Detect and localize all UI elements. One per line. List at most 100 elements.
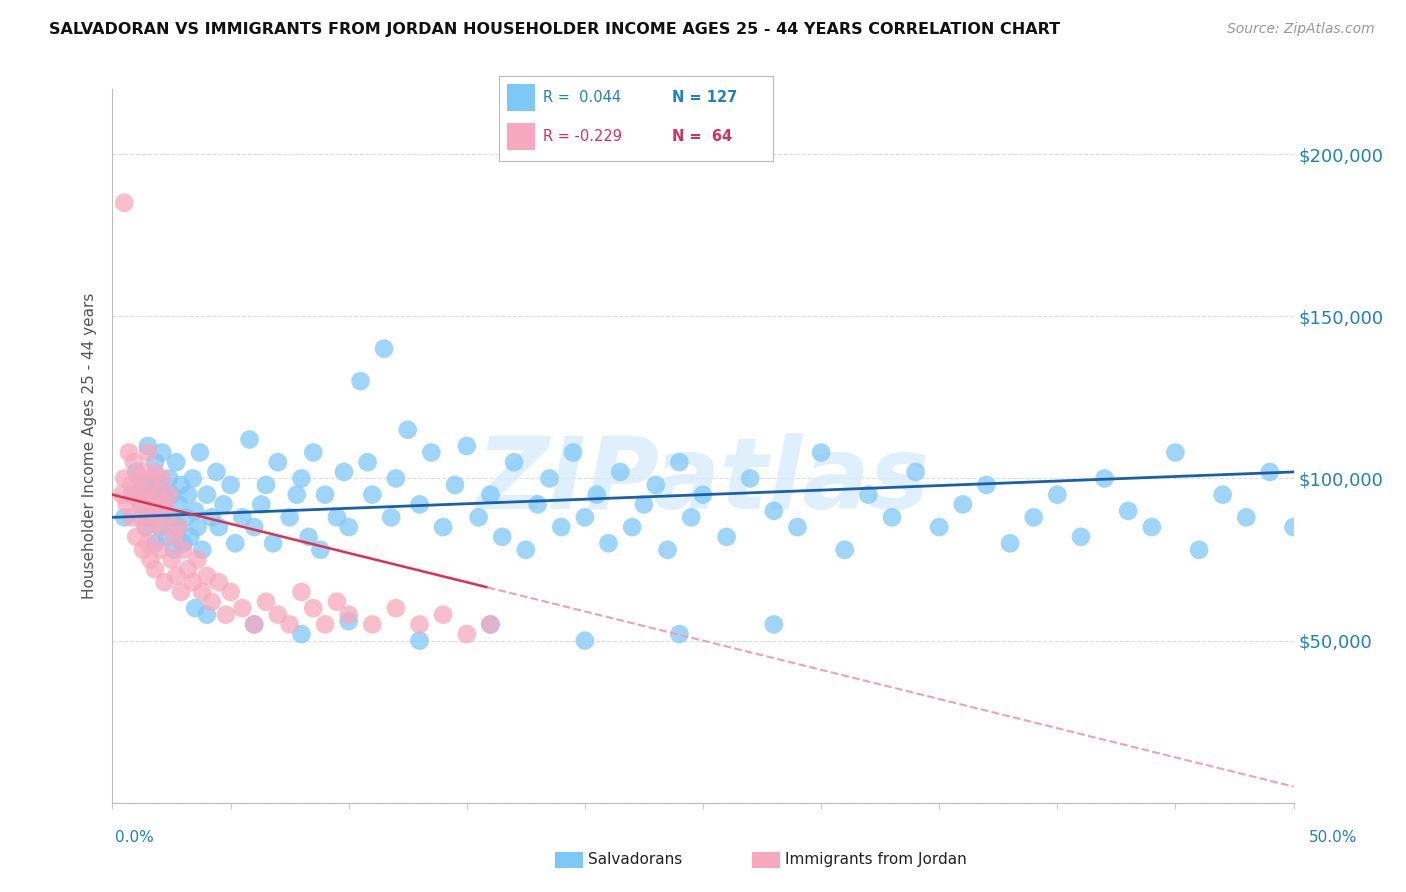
Point: [1282, 520, 1305, 534]
Point: [149, 542, 172, 557]
Point: [139, 478, 162, 492]
Point: [208, 520, 231, 534]
Point: [740, 471, 762, 485]
Point: [135, 520, 157, 534]
Point: [1022, 510, 1045, 524]
Point: [172, 536, 194, 550]
Point: [181, 575, 204, 590]
Point: [1164, 445, 1187, 459]
Point: [157, 471, 180, 485]
Point: [191, 585, 214, 599]
Point: [1212, 488, 1234, 502]
Point: [120, 488, 142, 502]
Point: [135, 520, 157, 534]
Point: [219, 478, 242, 492]
Point: [432, 607, 454, 622]
Point: [188, 445, 211, 459]
Point: [118, 445, 141, 459]
Point: [208, 575, 231, 590]
Point: [112, 195, 135, 210]
Point: [160, 510, 183, 524]
Text: N =  64: N = 64: [672, 129, 733, 145]
Point: [1188, 542, 1211, 557]
Text: Source: ZipAtlas.com: Source: ZipAtlas.com: [1227, 22, 1375, 37]
Point: [160, 488, 183, 502]
Point: [267, 455, 290, 469]
Point: [186, 520, 208, 534]
Point: [181, 471, 204, 485]
Point: [356, 455, 378, 469]
Point: [146, 488, 169, 502]
Point: [479, 617, 502, 632]
Point: [129, 497, 152, 511]
Y-axis label: Householder Income Ages 25 - 44 years: Householder Income Ages 25 - 44 years: [82, 293, 97, 599]
Point: [160, 552, 183, 566]
Text: SALVADORAN VS IMMIGRANTS FROM JORDAN HOUSEHOLDER INCOME AGES 25 - 44 YEARS CORRE: SALVADORAN VS IMMIGRANTS FROM JORDAN HOU…: [49, 22, 1060, 37]
Point: [153, 504, 176, 518]
Point: [250, 497, 273, 511]
Point: [120, 478, 142, 492]
Point: [385, 471, 408, 485]
Point: [129, 510, 152, 524]
Point: [408, 617, 430, 632]
Point: [309, 542, 332, 557]
Point: [326, 595, 349, 609]
Point: [238, 433, 260, 447]
Point: [195, 488, 218, 502]
Point: [112, 510, 135, 524]
Point: [163, 542, 186, 557]
Point: [333, 465, 356, 479]
Point: [174, 510, 197, 524]
Point: [243, 617, 266, 632]
Point: [142, 497, 165, 511]
Point: [326, 510, 349, 524]
Point: [150, 445, 173, 459]
Point: [205, 465, 228, 479]
Point: [1046, 488, 1069, 502]
Point: [657, 542, 679, 557]
Point: [201, 510, 224, 524]
Point: [143, 465, 166, 479]
Point: [142, 471, 165, 485]
Point: [526, 497, 548, 511]
Point: [177, 562, 200, 576]
Point: [598, 536, 620, 550]
Point: [139, 488, 162, 502]
Point: [1234, 510, 1257, 524]
Point: [136, 536, 159, 550]
Point: [125, 530, 148, 544]
Point: [420, 445, 443, 459]
Text: N = 127: N = 127: [672, 90, 737, 105]
Point: [633, 497, 655, 511]
Point: [668, 627, 690, 641]
Point: [212, 497, 235, 511]
Text: 0.0%: 0.0%: [115, 830, 155, 845]
Point: [385, 601, 408, 615]
Point: [609, 465, 631, 479]
Point: [361, 617, 384, 632]
Point: [976, 478, 998, 492]
Point: [195, 607, 218, 622]
Point: [644, 478, 666, 492]
Point: [184, 601, 207, 615]
Point: [139, 552, 162, 566]
Point: [132, 542, 155, 557]
Point: [408, 633, 430, 648]
Point: [243, 520, 266, 534]
Point: [201, 595, 224, 609]
Point: [928, 520, 950, 534]
Point: [538, 471, 561, 485]
Point: [396, 423, 419, 437]
Point: [467, 510, 489, 524]
Point: [125, 465, 148, 479]
Point: [786, 520, 808, 534]
Point: [122, 455, 145, 469]
Point: [267, 607, 290, 622]
Point: [167, 520, 190, 534]
Point: [143, 536, 166, 550]
Point: [125, 488, 148, 502]
Text: Salvadorans: Salvadorans: [588, 852, 682, 867]
Point: [146, 497, 169, 511]
Point: [952, 497, 974, 511]
Point: [290, 585, 312, 599]
